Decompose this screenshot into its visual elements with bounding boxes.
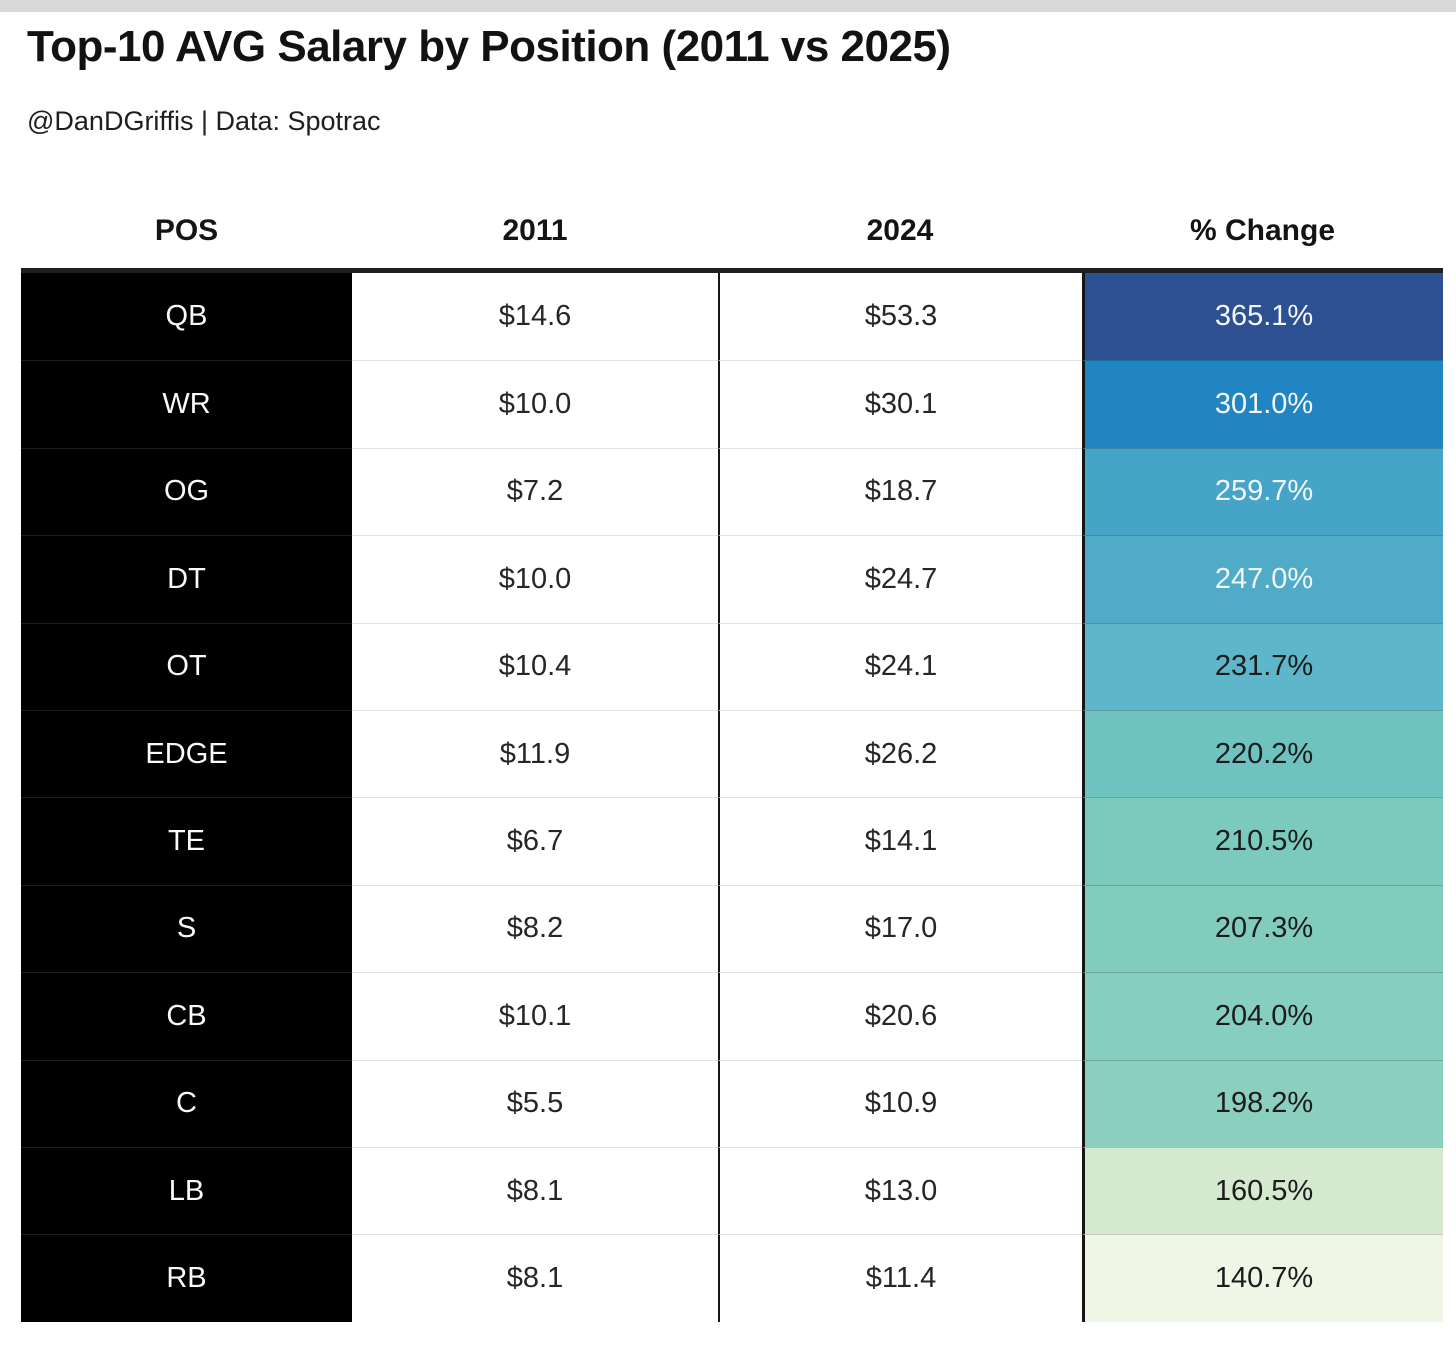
- salary-2011-cell: $10.4: [352, 622, 718, 710]
- salary-2024-cell: $18.7: [718, 447, 1082, 536]
- salary-2024-cell: $11.4: [718, 1234, 1082, 1322]
- change-cell: 220.2%: [1082, 709, 1443, 798]
- change-cell: 207.3%: [1082, 884, 1443, 973]
- salary-2024-cell: $10.9: [718, 1059, 1082, 1147]
- salary-2024-cell: $24.1: [718, 622, 1082, 710]
- table-row: DT $10.0 $24.7 247.0%: [21, 535, 1443, 623]
- position-cell: WR: [21, 360, 352, 448]
- change-cell: 365.1%: [1082, 273, 1443, 361]
- change-cell: 259.7%: [1082, 447, 1443, 536]
- table-row: QB $14.6 $53.3 365.1%: [21, 273, 1443, 361]
- page-title: Top-10 AVG Salary by Position (2011 vs 2…: [27, 22, 951, 71]
- salary-2011-cell: $8.1: [352, 1146, 718, 1235]
- position-cell: S: [21, 884, 352, 973]
- position-cell: OG: [21, 447, 352, 536]
- table-row: OG $7.2 $18.7 259.7%: [21, 447, 1443, 536]
- salary-2024-cell: $13.0: [718, 1146, 1082, 1235]
- table-row: LB $8.1 $13.0 160.5%: [21, 1146, 1443, 1235]
- table-row: TE $6.7 $14.1 210.5%: [21, 797, 1443, 885]
- salary-2011-cell: $10.0: [352, 535, 718, 623]
- change-cell: 231.7%: [1082, 622, 1443, 710]
- table-row: RB $8.1 $11.4 140.7%: [21, 1234, 1443, 1322]
- salary-2011-cell: $10.1: [352, 972, 718, 1060]
- change-cell: 301.0%: [1082, 360, 1443, 448]
- page-subtitle: @DanDGriffis | Data: Spotrac: [27, 106, 381, 136]
- position-cell: C: [21, 1059, 352, 1147]
- table-row: EDGE $11.9 $26.2 220.2%: [21, 709, 1443, 798]
- change-cell: 160.5%: [1082, 1146, 1443, 1235]
- table-row: S $8.2 $17.0 207.3%: [21, 884, 1443, 973]
- change-cell: 204.0%: [1082, 972, 1443, 1060]
- salary-2011-cell: $11.9: [352, 709, 718, 798]
- position-cell: EDGE: [21, 709, 352, 798]
- position-cell: DT: [21, 535, 352, 623]
- position-cell: TE: [21, 797, 352, 885]
- column-header-2024: 2024: [866, 214, 934, 247]
- salary-2011-cell: $14.6: [352, 273, 718, 361]
- column-header-pos: POS: [154, 214, 219, 247]
- salary-2011-cell: $8.2: [352, 884, 718, 973]
- table-header-row: POS 2011 2024 % Change: [21, 208, 1443, 254]
- column-header-change: % Change: [1189, 214, 1336, 247]
- table-row: OT $10.4 $24.1 231.7%: [21, 622, 1443, 710]
- position-cell: LB: [21, 1146, 352, 1235]
- position-cell: QB: [21, 273, 352, 361]
- position-cell: CB: [21, 972, 352, 1060]
- table-row: CB $10.1 $20.6 204.0%: [21, 972, 1443, 1060]
- position-cell: RB: [21, 1234, 352, 1322]
- table-row: WR $10.0 $30.1 301.0%: [21, 360, 1443, 448]
- column-header-2011: 2011: [502, 214, 568, 247]
- salary-2011-cell: $7.2: [352, 447, 718, 536]
- change-cell: 198.2%: [1082, 1059, 1443, 1147]
- change-cell: 210.5%: [1082, 797, 1443, 885]
- salary-2024-cell: $53.3: [718, 273, 1082, 361]
- change-cell: 247.0%: [1082, 535, 1443, 623]
- salary-2024-cell: $20.6: [718, 972, 1082, 1060]
- salary-2024-cell: $14.1: [718, 797, 1082, 885]
- salary-2011-cell: $6.7: [352, 797, 718, 885]
- table-body: QB $14.6 $53.3 365.1% WR $10.0 $30.1 301…: [21, 268, 1443, 1322]
- salary-2024-cell: $30.1: [718, 360, 1082, 448]
- position-cell: OT: [21, 622, 352, 710]
- salary-2024-cell: $26.2: [718, 709, 1082, 798]
- salary-2024-cell: $17.0: [718, 884, 1082, 973]
- top-gray-strip: [0, 0, 1456, 12]
- salary-2011-cell: $10.0: [352, 360, 718, 448]
- salary-2024-cell: $24.7: [718, 535, 1082, 623]
- salary-2011-cell: $8.1: [352, 1234, 718, 1322]
- change-cell: 140.7%: [1082, 1234, 1443, 1322]
- salary-2011-cell: $5.5: [352, 1059, 718, 1147]
- table-row: C $5.5 $10.9 198.2%: [21, 1059, 1443, 1147]
